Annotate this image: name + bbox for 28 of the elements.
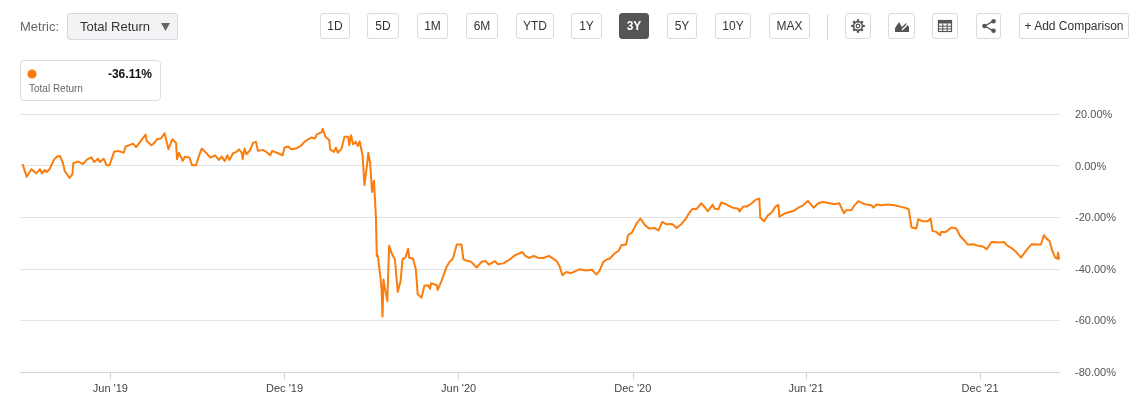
- text: -36.11%: [107, 67, 152, 81]
- button: + Add Comparison: [1019, 13, 1129, 39]
- y-tick-label: -40.00%: [1075, 262, 1117, 275]
- x-tick-label: Jun '19: [92, 381, 128, 394]
- button: 5Y: [667, 13, 697, 39]
- button: 5D: [367, 13, 399, 39]
- y-tick-label: 20.00%: [1075, 108, 1113, 120]
- x-tick-label: Dec '19: [266, 381, 303, 394]
- button: 1D: [320, 13, 350, 39]
- y-tick-label: -20.00%: [1075, 211, 1117, 224]
- line-series: [21, 127, 1061, 318]
- x-tick-label: Jun '21: [788, 381, 824, 394]
- button: MAX: [769, 13, 810, 39]
- y-tick-label: -80.00%: [1075, 366, 1117, 378]
- field-label: Metric:: [20, 19, 59, 35]
- button: 1Y: [571, 13, 602, 39]
- y-tick-label: 0.00%: [1075, 159, 1107, 172]
- button: 6M: [466, 13, 498, 39]
- button: 10Y: [715, 13, 751, 39]
- y-tick-label: -60.00%: [1075, 314, 1117, 327]
- x-tick-label: Dec '21: [961, 381, 999, 394]
- dropdown: Total Return: [67, 13, 178, 40]
- button: 1M: [417, 13, 448, 39]
- button: 3Y: [619, 13, 649, 39]
- x-tick-label: Jun '20: [441, 381, 477, 394]
- text: Total Return: [29, 83, 83, 95]
- x-tick-label: Dec '20: [614, 381, 652, 394]
- button: YTD: [516, 13, 554, 39]
